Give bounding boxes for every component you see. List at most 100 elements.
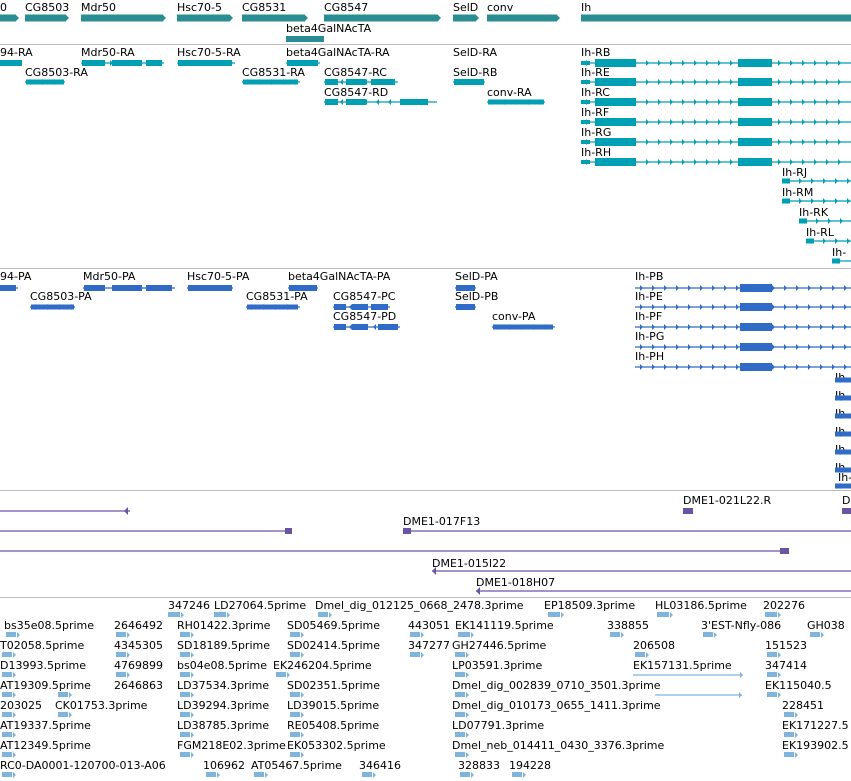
strand-arrow-icon[interactable] (714, 632, 717, 638)
strand-arrow-icon[interactable] (838, 119, 841, 125)
protein-label[interactable]: Ih-PB (635, 270, 664, 283)
transcript-label[interactable]: Ih-RK (799, 206, 829, 219)
strand-arrow-icon[interactable] (540, 99, 543, 105)
est-label[interactable]: EK141119.5prime (455, 619, 554, 632)
strand-arrow-icon[interactable] (634, 79, 637, 85)
transcript-exon[interactable] (799, 218, 807, 224)
strand-arrow-icon[interactable] (754, 79, 757, 85)
est-feature[interactable] (180, 632, 190, 637)
strand-arrow-icon[interactable] (349, 304, 352, 310)
strand-arrow-icon[interactable] (492, 99, 495, 105)
strand-arrow-icon[interactable] (790, 60, 793, 66)
strand-arrow-icon[interactable] (796, 285, 799, 291)
est-feature[interactable] (180, 752, 190, 757)
est-label[interactable]: AT19309.5prime (0, 679, 91, 692)
strand-arrow-icon[interactable] (124, 507, 128, 515)
strand-arrow-icon[interactable] (724, 285, 727, 291)
clone-label[interactable]: DME1-017F13 (403, 515, 481, 528)
strand-arrow-icon[interactable] (766, 139, 769, 145)
strand-arrow-icon[interactable] (352, 99, 355, 105)
strand-arrow-icon[interactable] (191, 692, 194, 698)
est-label[interactable]: LD38785.3prime (177, 719, 270, 732)
transcript-exon[interactable] (581, 160, 590, 164)
est-label[interactable]: SD02351.5prime (287, 679, 380, 692)
strand-arrow-icon[interactable] (646, 119, 649, 125)
strand-arrow-icon[interactable] (844, 344, 847, 350)
est-feature[interactable] (2, 692, 12, 697)
strand-arrow-icon[interactable] (217, 772, 220, 778)
est-feature[interactable] (362, 772, 372, 777)
strand-arrow-icon[interactable] (706, 79, 709, 85)
est-feature[interactable] (214, 612, 226, 617)
strand-arrow-icon[interactable] (838, 99, 841, 105)
strand-arrow-icon[interactable] (760, 364, 763, 370)
transcript-exon[interactable] (581, 120, 590, 124)
strand-arrow-icon[interactable] (124, 285, 127, 291)
strand-arrow-icon[interactable] (712, 324, 715, 330)
strand-arrow-icon[interactable] (804, 218, 807, 224)
strand-arrow-icon[interactable] (301, 712, 304, 718)
strand-arrow-icon[interactable] (754, 119, 757, 125)
strand-arrow-icon[interactable] (110, 60, 113, 66)
est-feature[interactable] (2, 712, 12, 717)
strand-arrow-icon[interactable] (778, 652, 781, 658)
strand-arrow-icon[interactable] (329, 612, 332, 618)
strand-arrow-icon[interactable] (847, 198, 850, 204)
protein-label[interactable]: conv-PA (492, 310, 536, 323)
protein-label[interactable]: Mdr50-PA (83, 270, 136, 283)
strand-arrow-icon[interactable] (832, 364, 835, 370)
strand-arrow-icon[interactable] (622, 119, 625, 125)
strand-arrow-icon[interactable] (718, 99, 721, 105)
est-label[interactable]: 443051 (408, 619, 450, 632)
strand-arrow-icon[interactable] (634, 99, 637, 105)
gene-bar[interactable] (581, 14, 851, 22)
strand-arrow-icon[interactable] (17, 60, 20, 66)
strand-arrow-icon[interactable] (826, 99, 829, 105)
est-feature[interactable] (180, 732, 190, 737)
strand-arrow-icon[interactable] (621, 632, 624, 638)
strand-arrow-icon[interactable] (664, 304, 667, 310)
clone-label[interactable]: DME1-015I22 (432, 557, 507, 570)
strand-arrow-icon[interactable] (778, 139, 781, 145)
strand-arrow-icon[interactable] (754, 60, 757, 66)
strand-arrow-icon[interactable] (364, 99, 367, 105)
strand-arrow-icon[interactable] (718, 60, 721, 66)
transcript-exon[interactable] (371, 79, 395, 85)
strand-arrow-icon[interactable] (736, 344, 739, 350)
strand-arrow-icon[interactable] (670, 60, 673, 66)
strand-arrow-icon[interactable] (811, 178, 814, 184)
strand-arrow-icon[interactable] (682, 159, 685, 165)
transcript-exon[interactable] (595, 138, 636, 146)
strand-arrow-icon[interactable] (191, 712, 194, 718)
est-label[interactable]: SD02414.5prime (287, 639, 380, 652)
strand-arrow-icon[interactable] (476, 587, 480, 595)
strand-arrow-icon[interactable] (740, 672, 743, 678)
strand-arrow-icon[interactable] (700, 304, 703, 310)
strand-arrow-icon[interactable] (795, 712, 798, 718)
protein-exon[interactable] (456, 304, 475, 310)
est-label[interactable]: 228451 (782, 699, 824, 712)
strand-arrow-icon[interactable] (337, 304, 340, 310)
strand-arrow-icon[interactable] (373, 772, 376, 778)
strand-arrow-icon[interactable] (778, 672, 781, 678)
est-label[interactable]: HL03186.5prime (655, 599, 747, 612)
clone-end[interactable] (842, 508, 851, 514)
strand-arrow-icon[interactable] (718, 159, 721, 165)
strand-arrow-icon[interactable] (739, 692, 742, 698)
strand-arrow-icon[interactable] (598, 99, 601, 105)
est-label[interactable]: RH01422.3prime (177, 619, 271, 632)
strand-arrow-icon[interactable] (466, 732, 469, 738)
est-feature[interactable] (610, 632, 620, 637)
strand-arrow-icon[interactable] (742, 139, 745, 145)
strand-arrow-icon[interactable] (772, 344, 775, 350)
est-label[interactable]: LD07791.3prime (452, 719, 545, 732)
protein-label[interactable]: beta4GalNAcTA-PA (288, 270, 391, 283)
protein-label[interactable]: Ih-PF (635, 310, 663, 323)
strand-arrow-icon[interactable] (826, 139, 829, 145)
gene-label[interactable]: CG8547 (324, 1, 369, 14)
strand-arrow-icon[interactable] (790, 159, 793, 165)
strand-arrow-icon[interactable] (634, 159, 637, 165)
strand-arrow-icon[interactable] (823, 238, 826, 244)
strand-arrow-icon[interactable] (706, 60, 709, 66)
strand-arrow-icon[interactable] (808, 344, 811, 350)
